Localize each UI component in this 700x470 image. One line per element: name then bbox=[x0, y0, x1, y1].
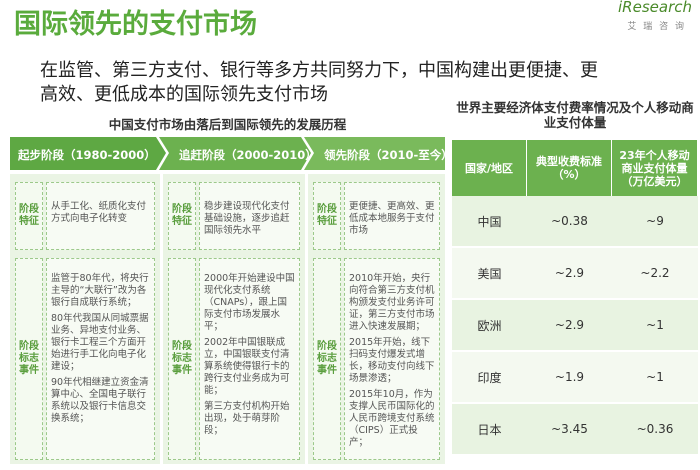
table-cell: 欧洲 bbox=[452, 300, 527, 352]
table-cell: ~9 bbox=[612, 196, 698, 248]
event: 2010年开始，央行向符合第三方支付机构颁发支付业务许可证，第三方支付市场进入快… bbox=[349, 273, 435, 332]
table-cell: ~0.38 bbox=[527, 196, 612, 248]
table-cell: 印度 bbox=[452, 352, 527, 404]
stage-name: 起步阶段（1980-2000） bbox=[18, 148, 156, 162]
feature: 从手工化、纸质化支付方式向电子化转变 bbox=[46, 182, 155, 250]
event: 2002年中国银联成立，中国银联支付清算系统使得银行卡的跨行支付业务成为可能； bbox=[204, 337, 290, 396]
table-header: 23年个人移动商业支付体量（万亿美元） bbox=[612, 140, 698, 196]
event: 2000年开始建设中国现代化支付系统（CNAPs），跟上国际支付市场发展水平； bbox=[204, 273, 295, 332]
events: 2010年开始，央行向符合第三方支付机构颁发支付业务许可证，第三方支付市场进入快… bbox=[344, 258, 440, 460]
events: 监管于80年代，将央行主导的“大联行”改为各银行自成联行系统； 80年代我国从同城… bbox=[46, 258, 155, 460]
table-cell: ~2.9 bbox=[527, 300, 612, 352]
logo: iResearch bbox=[618, 0, 692, 16]
subtitle-line: 在监管、第三方支付、银行等多方共同努力下，中国构建出更便捷、更 bbox=[40, 60, 598, 81]
feature: 稳步建设现代化支付基础设施，逐步追赶国际领先水平 bbox=[199, 182, 300, 250]
event: 90年代相继建立资金清算中心、全国电子联行系统以及银行卡信息交换系统； bbox=[51, 377, 149, 424]
table-cell: ~3.45 bbox=[527, 404, 612, 456]
table-cell: ~0.36 bbox=[612, 404, 698, 456]
table-cell: ~1 bbox=[612, 352, 698, 404]
logo-sub: 艾 瑞 咨 询 bbox=[627, 22, 686, 32]
events: 2000年开始建设中国现代化支付系统（CNAPs），跟上国际支付市场发展水平； 2… bbox=[199, 258, 300, 460]
row-label: 阶段标志事件 bbox=[313, 258, 341, 460]
event: 2015年开始，线下扫码支付爆发式增长，移动支付向线下场景渗透； bbox=[349, 337, 435, 384]
table-cell: ~1.9 bbox=[527, 352, 612, 404]
table-cell: ~2.9 bbox=[527, 248, 612, 300]
stage-name: 追赶阶段（2000-2010） bbox=[179, 148, 317, 162]
arrow bbox=[304, 137, 445, 170]
row-label: 阶段特征 bbox=[313, 182, 341, 250]
arrow bbox=[10, 137, 166, 170]
table-header: 典型收费标准（%） bbox=[527, 140, 612, 196]
table-cell: ~2.2 bbox=[612, 248, 698, 300]
event: 监管于80年代，将央行主导的“大联行”改为各银行自成联行系统； bbox=[51, 273, 149, 308]
table-cell: 日本 bbox=[452, 404, 527, 456]
event: 第三方支付机构开始出现，处于萌芽阶段； bbox=[204, 401, 290, 436]
row-label: 阶段标志事件 bbox=[168, 258, 196, 460]
arrow bbox=[159, 137, 311, 170]
stage-name: 领先阶段（2010-至今） bbox=[324, 148, 453, 162]
title: 国际领先的支付市场 bbox=[14, 9, 257, 40]
timeline-title: 中国支付市场由落后到国际领先的发展历程 bbox=[108, 117, 347, 132]
feature: 更便捷、更高效、更低成本地服务于支付市场 bbox=[344, 182, 440, 250]
table-title: 世界主要经济体支付费率情况及个人移动商业支付体量 bbox=[456, 100, 694, 130]
table-header: 国家/地区 bbox=[452, 140, 527, 196]
subtitle-line: 高效、更低成本的国际领先支付市场 bbox=[40, 84, 328, 105]
table-cell: 美国 bbox=[452, 248, 527, 300]
row-label: 阶段特征 bbox=[168, 182, 196, 250]
table-cell: ~1 bbox=[612, 300, 698, 352]
event: 2015年10月，作为支撑人民币国际化的人民币跨境支付系统（CIPS）正式投产； bbox=[349, 389, 435, 448]
row-label: 阶段标志事件 bbox=[15, 258, 43, 460]
event: 80年代我国从同城票据业务、异地支付业务、银行卡工程三个方面开始进行手工化向电子… bbox=[51, 313, 149, 372]
table-cell: 中国 bbox=[452, 196, 527, 248]
row-label: 阶段特征 bbox=[15, 182, 43, 250]
